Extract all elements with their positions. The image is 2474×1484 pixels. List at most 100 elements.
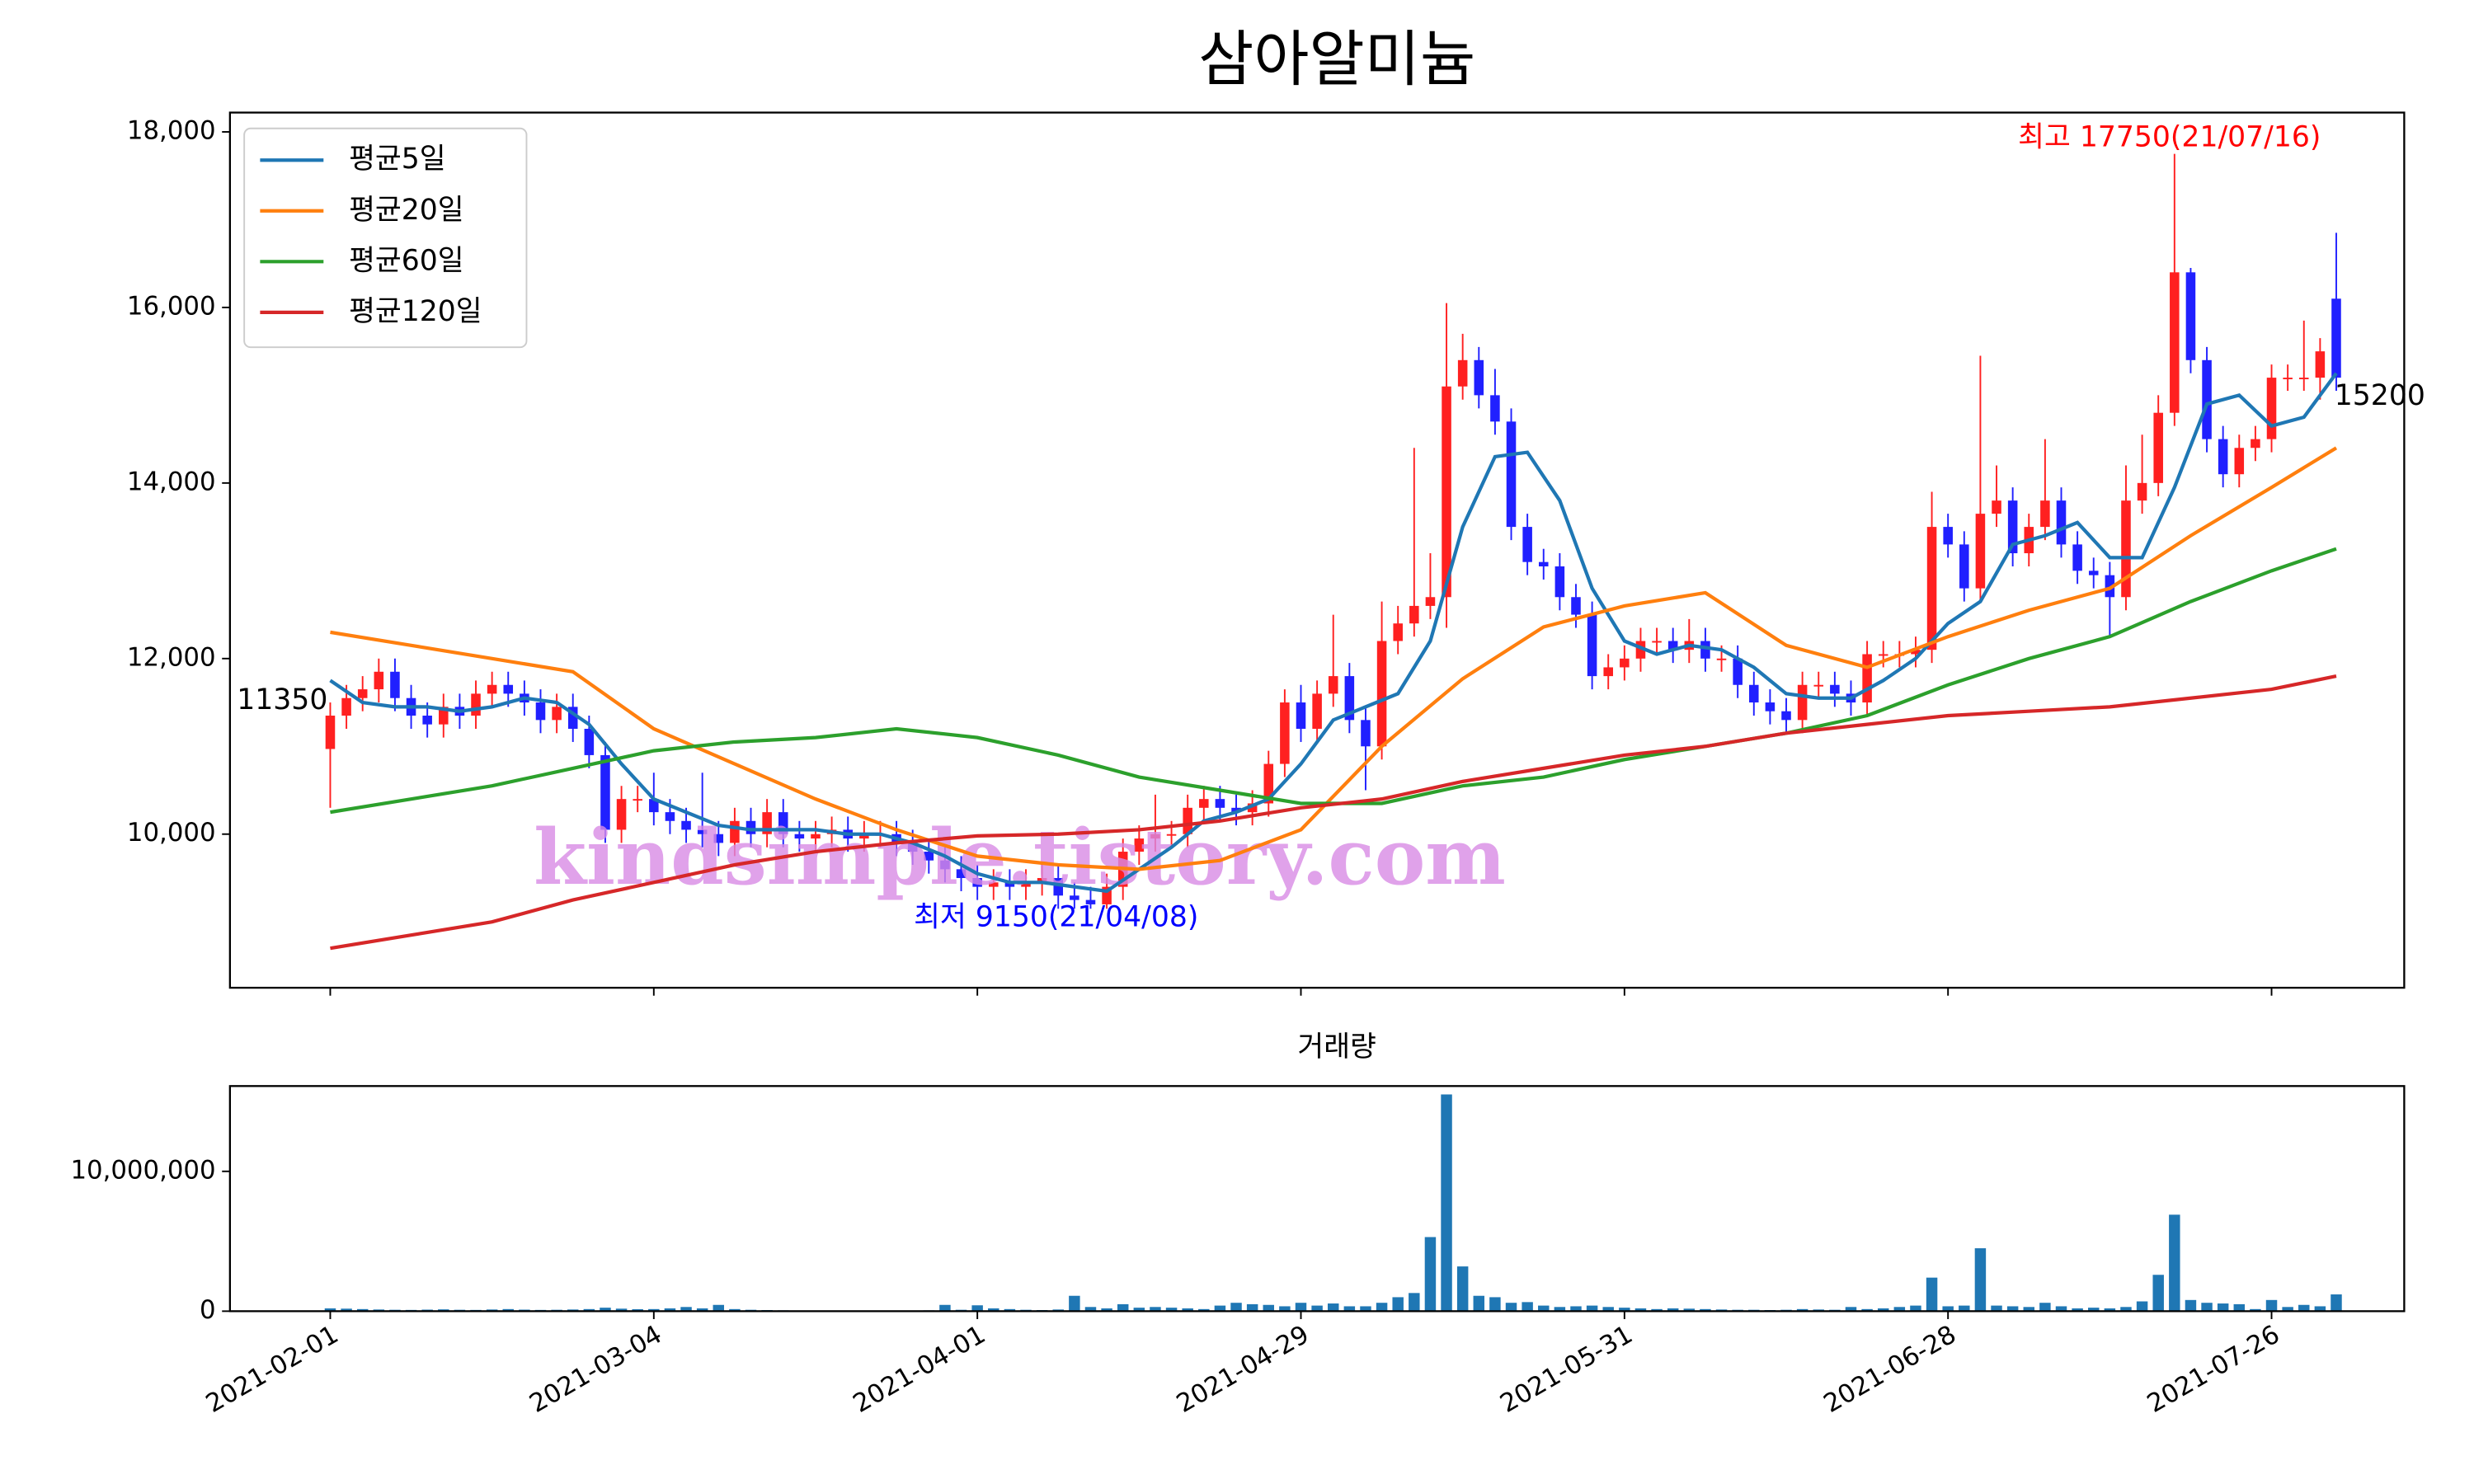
candle-body xyxy=(2056,500,2067,545)
annotation: 최고 17750(21/07/16) xyxy=(2018,120,2321,153)
volume-bar xyxy=(1473,1295,1485,1312)
candle-body xyxy=(1943,527,1953,545)
ma-line xyxy=(329,372,2338,894)
candle-body xyxy=(956,869,967,878)
candle-body xyxy=(471,693,481,716)
candle-body xyxy=(762,812,772,834)
candle-body xyxy=(1134,838,1145,852)
annotation: 15200 xyxy=(2335,379,2425,412)
y-tick-label: 16,000 xyxy=(127,291,216,321)
volume-bar xyxy=(1150,1307,1161,1312)
y-tick-label: 10,000,000 xyxy=(70,1155,215,1185)
volume-bar xyxy=(2185,1299,2197,1312)
volume-bar xyxy=(1845,1307,1857,1312)
volume-bar xyxy=(1198,1308,1210,1312)
candle-body xyxy=(503,684,514,694)
candle-body xyxy=(325,716,336,749)
volume-bar xyxy=(2314,1306,2326,1312)
candle-body xyxy=(1667,641,1678,650)
candle-body xyxy=(1004,882,1015,887)
candle-body xyxy=(1070,895,1079,900)
candle-body xyxy=(584,728,595,755)
volume-bar xyxy=(2136,1301,2148,1312)
candle-body xyxy=(422,716,432,725)
candle-body xyxy=(940,860,950,870)
candle-body xyxy=(1344,676,1355,721)
volume-bar xyxy=(2120,1307,2132,1312)
legend-label: 평균120일 xyxy=(349,295,482,328)
candle-body xyxy=(1830,684,1840,694)
annotation: 11350 xyxy=(237,683,327,716)
volume-bar xyxy=(2217,1303,2229,1312)
volume-bar xyxy=(1796,1308,1808,1312)
candle-body xyxy=(1231,807,1241,813)
annotation: 최저 9150(21/04/08) xyxy=(914,900,1198,933)
candle-body xyxy=(2251,439,2260,448)
volume-bar xyxy=(502,1308,514,1312)
candle-body xyxy=(1393,623,1403,641)
volume-bar xyxy=(2006,1306,2019,1312)
volume-bar xyxy=(2331,1294,2342,1312)
candle-body xyxy=(1425,597,1436,606)
candle-body xyxy=(924,852,934,861)
candle-body xyxy=(1652,641,1662,643)
volume-bar xyxy=(1360,1306,1371,1312)
volume-bar xyxy=(680,1307,692,1312)
volume-bar xyxy=(1602,1307,1614,1312)
candle-body xyxy=(2266,378,2277,439)
candle-body xyxy=(633,799,642,801)
volume-bar xyxy=(2023,1307,2034,1312)
candle-body xyxy=(1571,597,1581,615)
volume-bar xyxy=(2072,1308,2083,1312)
volume-bar xyxy=(713,1304,725,1312)
candle-body xyxy=(1199,799,1209,808)
candle-body xyxy=(2202,359,2212,439)
volume-bar xyxy=(2282,1307,2293,1312)
candle-body xyxy=(2007,500,2018,554)
candle-body xyxy=(681,820,691,830)
candle-body xyxy=(1021,882,1031,887)
volume-bar xyxy=(1700,1308,1711,1312)
volume-bar xyxy=(1409,1293,1420,1312)
volume-bar xyxy=(1910,1305,1921,1312)
candle-body xyxy=(1150,834,1160,839)
candle-body xyxy=(1183,807,1192,834)
volume-frame xyxy=(228,1085,2406,1313)
candle-body xyxy=(357,689,368,698)
volume-bar xyxy=(971,1305,983,1312)
candle-body xyxy=(1312,693,1322,729)
candle-body xyxy=(1280,702,1290,764)
volume-bar xyxy=(1328,1303,1339,1312)
candle-body xyxy=(1296,702,1306,729)
volume-bar xyxy=(1586,1305,1598,1312)
chart-title: 삼아알미늄 xyxy=(1198,25,1475,95)
candle-body xyxy=(778,812,788,834)
candle-body xyxy=(1862,654,1872,703)
volume-bar xyxy=(1376,1303,1388,1312)
volume-bar xyxy=(1505,1303,1517,1312)
watermark: kindsimple.tistory.com xyxy=(534,812,1506,902)
volume-bar xyxy=(939,1304,951,1312)
candle-body xyxy=(1620,658,1630,668)
candle-body xyxy=(374,671,384,690)
candle-body xyxy=(1700,641,1710,659)
candle-body xyxy=(1037,877,1047,883)
candle-body xyxy=(1587,614,1597,677)
candle-body xyxy=(1328,676,1338,694)
candle-body xyxy=(1911,650,1921,655)
candle-body xyxy=(2153,412,2163,483)
candle-body xyxy=(2283,378,2293,380)
candle-body xyxy=(730,820,740,843)
candle-body xyxy=(1506,421,1517,528)
y-tick-label: 0 xyxy=(200,1295,216,1325)
candle-body xyxy=(1781,711,1791,721)
volume-bar xyxy=(2169,1214,2180,1312)
candle-body xyxy=(665,812,675,821)
volume-bar xyxy=(1683,1308,1696,1312)
volume-bar xyxy=(648,1308,660,1312)
candle-body xyxy=(2218,439,2228,475)
volume-bar xyxy=(1489,1297,1501,1312)
candle-body xyxy=(616,799,627,830)
volume-bar xyxy=(2039,1303,2051,1312)
